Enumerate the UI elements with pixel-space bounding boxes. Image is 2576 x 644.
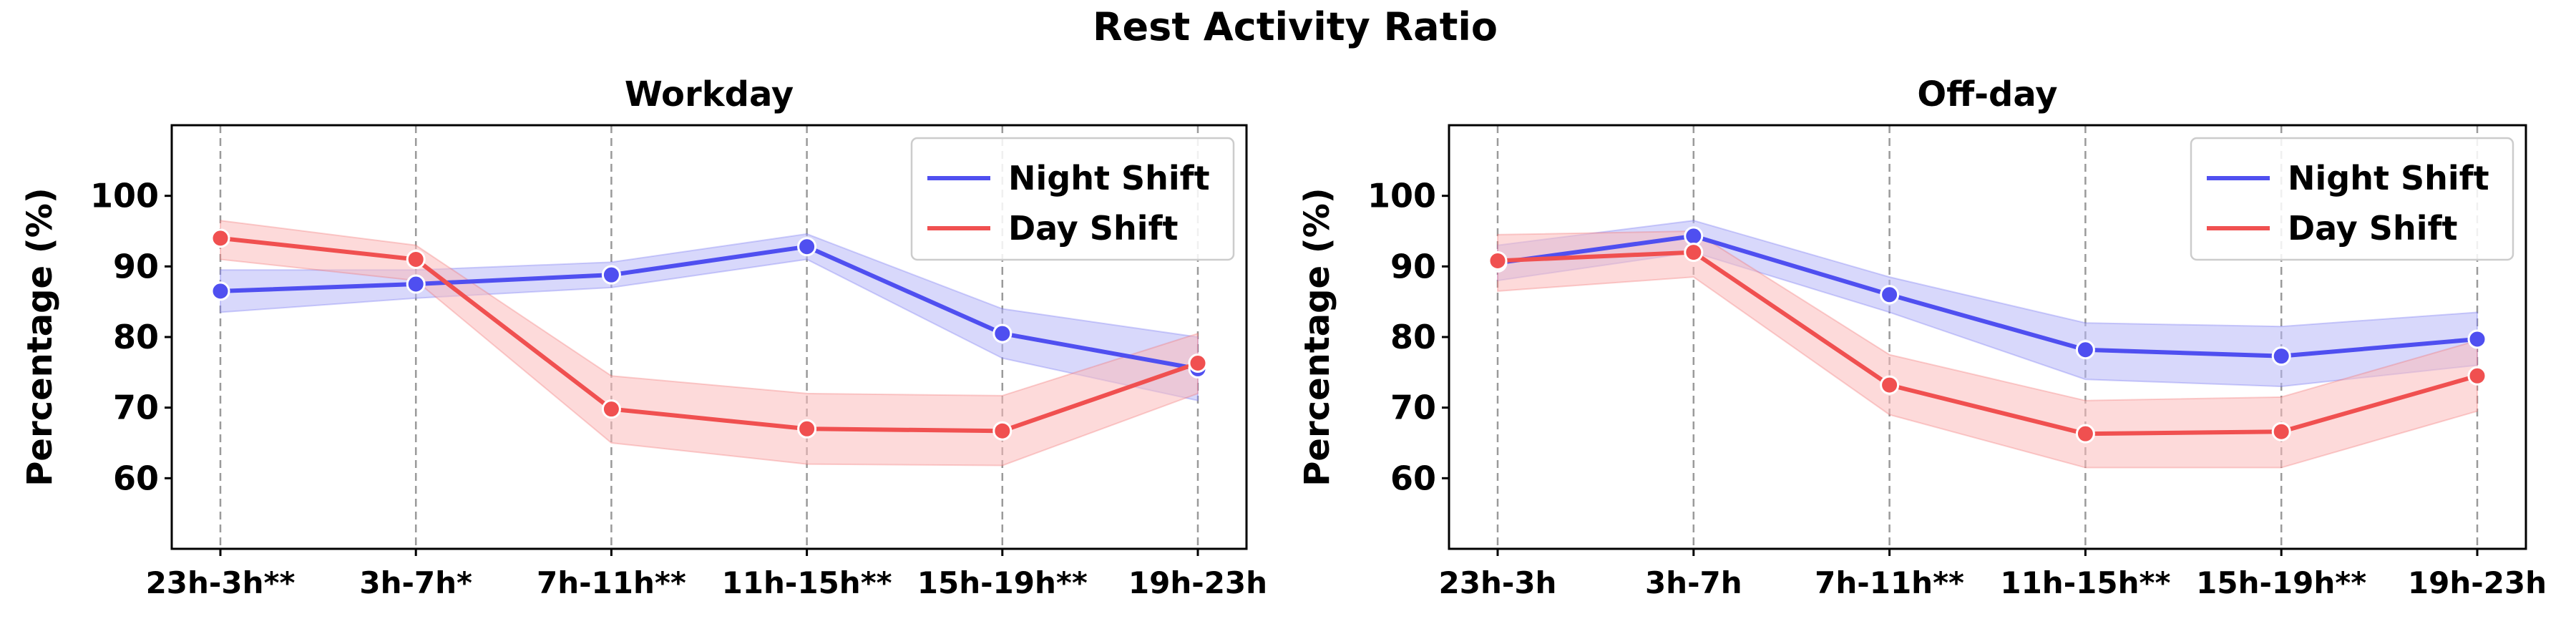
y-tick-label: 60 bbox=[113, 459, 159, 497]
chart-panels: Workday 60 70 80 90 100 23h-3h** 3h-7h* 7h-11h**… bbox=[20, 74, 2547, 600]
y-tick-label: 70 bbox=[1390, 389, 1436, 427]
legend: Night Shift Day Shift bbox=[2190, 137, 2514, 261]
y-tick-label: 80 bbox=[113, 318, 159, 356]
x-tick-label: 11h-15h** bbox=[722, 565, 892, 600]
y-tick-label: 70 bbox=[113, 389, 159, 427]
series-line bbox=[220, 235, 1199, 434]
data-point bbox=[406, 249, 426, 269]
x-tick-label: 15h-19h** bbox=[2196, 565, 2366, 600]
data-point bbox=[1684, 226, 1704, 246]
legend-label: Day Shift bbox=[1008, 209, 1178, 248]
x-tick-label: 3h-7h bbox=[1645, 565, 1742, 600]
data-point bbox=[2075, 424, 2095, 444]
figure-title: Rest Activity Ratio bbox=[1093, 4, 1498, 49]
chart-panel-2: Off-day 60 70 80 90 100 23h-3h 3h-7h 7h-11h** 11h… bbox=[1297, 74, 2547, 600]
x-tick-label: 3h-7h* bbox=[359, 565, 472, 600]
data-point bbox=[406, 274, 426, 294]
y-tick-label: 100 bbox=[1367, 177, 1436, 215]
chart-panel-1: Workday 60 70 80 90 100 23h-3h** 3h-7h* 7h-11h**… bbox=[20, 74, 1267, 600]
x-tick-label: 19h-23h bbox=[2408, 565, 2547, 600]
legend-box bbox=[910, 137, 1235, 261]
y-tick-label: 100 bbox=[90, 177, 159, 215]
legend-label: Night Shift bbox=[1008, 159, 1210, 197]
series-line bbox=[220, 244, 1199, 371]
data-point bbox=[1684, 243, 1704, 263]
data-point bbox=[2467, 329, 2487, 349]
confidence-band bbox=[220, 233, 1199, 402]
x-tick-label: 19h-23h bbox=[1128, 565, 1267, 600]
y-tick-label: 90 bbox=[1390, 247, 1436, 286]
y-tick-label: 80 bbox=[1390, 318, 1436, 356]
data-point bbox=[2271, 421, 2291, 441]
data-point bbox=[797, 237, 817, 257]
data-point bbox=[601, 265, 621, 285]
data-point bbox=[2075, 340, 2095, 360]
data-point bbox=[992, 323, 1013, 343]
x-tick-label: 23h-3h** bbox=[146, 565, 296, 600]
data-point bbox=[1488, 250, 1508, 270]
series-line bbox=[1497, 233, 2478, 358]
data-point bbox=[797, 419, 817, 439]
legend-label: Day Shift bbox=[2288, 209, 2457, 248]
y-axis-label: Percentage (%) bbox=[1297, 187, 1337, 487]
data-point bbox=[2467, 366, 2487, 386]
data-point bbox=[210, 281, 230, 301]
data-point bbox=[210, 228, 230, 248]
legend-box bbox=[2190, 137, 2514, 261]
x-tick-label: 11h-15h** bbox=[2000, 565, 2170, 600]
data-point bbox=[1188, 353, 1208, 374]
y-axis-label: Percentage (%) bbox=[20, 187, 60, 487]
data-point bbox=[1880, 285, 1900, 305]
panel-title: Workday bbox=[625, 74, 794, 114]
series-line bbox=[1497, 250, 2478, 436]
data-point bbox=[992, 421, 1013, 441]
data-point bbox=[1880, 375, 1900, 395]
y-tick-label: 60 bbox=[1390, 459, 1436, 497]
x-tick-label: 23h-3h bbox=[1439, 565, 1557, 600]
panel-title: Off-day bbox=[1917, 74, 2057, 114]
legend-label: Night Shift bbox=[2288, 159, 2489, 197]
x-tick-label: 7h-11h** bbox=[1815, 565, 1964, 600]
data-point bbox=[601, 399, 621, 419]
x-tick-label: 7h-11h** bbox=[537, 565, 686, 600]
legend: Night Shift Day Shift bbox=[910, 137, 1235, 261]
data-point bbox=[2271, 346, 2291, 366]
x-tick-label: 15h-19h** bbox=[917, 565, 1088, 600]
confidence-band bbox=[1497, 230, 2478, 469]
y-tick-label: 90 bbox=[113, 247, 159, 286]
